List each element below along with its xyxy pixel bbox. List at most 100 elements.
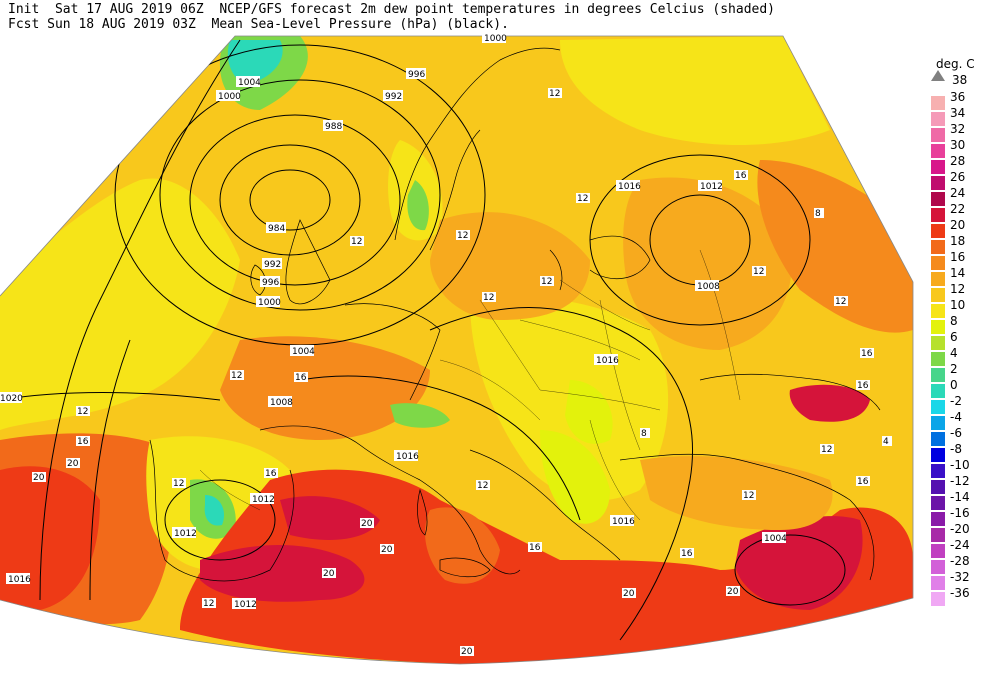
svg-text:16: 16 xyxy=(265,469,277,479)
legend-swatch xyxy=(931,160,945,174)
dewpoint-label: 16 xyxy=(76,436,90,447)
legend-swatch xyxy=(931,336,945,350)
isobar-label: 1004 xyxy=(762,532,787,544)
svg-text:12: 12 xyxy=(577,194,588,204)
legend-label: 2 xyxy=(950,362,958,376)
svg-text:988: 988 xyxy=(325,122,342,132)
dewpoint-label: 12 xyxy=(476,480,490,491)
dewpoint-label: 4 xyxy=(882,436,892,447)
legend-swatch xyxy=(931,208,945,222)
header-line-2: Fcst Sun 18 AUG 2019 03Z Mean Sea-Level … xyxy=(8,17,509,32)
legend-swatch xyxy=(931,400,945,414)
legend-swatch xyxy=(931,288,945,302)
legend-label: -12 xyxy=(950,474,970,488)
legend-label: 12 xyxy=(950,282,966,296)
legend-label: 14 xyxy=(950,266,966,280)
dewpoint-label: 12 xyxy=(202,598,216,609)
svg-text:16: 16 xyxy=(861,349,873,359)
isobar-label: 1016 xyxy=(616,180,641,192)
dewpoint-label: 12 xyxy=(834,296,848,307)
svg-text:1020: 1020 xyxy=(0,394,23,404)
legend-top-value: 38 xyxy=(952,73,968,87)
isobar-label: 1004 xyxy=(236,76,261,88)
isobar-label: 1008 xyxy=(695,280,720,292)
svg-text:20: 20 xyxy=(461,647,473,657)
legend-swatch xyxy=(931,496,945,510)
svg-text:1004: 1004 xyxy=(292,347,315,357)
coastlines xyxy=(149,47,881,582)
legend-swatch xyxy=(931,320,945,334)
legend-label: 36 xyxy=(950,90,966,104)
svg-text:12: 12 xyxy=(203,599,214,609)
dewpoint-label: 20 xyxy=(32,472,46,483)
svg-text:12: 12 xyxy=(549,89,560,99)
legend-label: 6 xyxy=(950,330,958,344)
legend-swatch xyxy=(931,144,945,158)
dewpoint-label: 20 xyxy=(322,568,336,579)
legend-label: 20 xyxy=(950,218,966,232)
dewpoint-label: 16 xyxy=(856,476,870,487)
svg-text:8: 8 xyxy=(641,429,647,439)
legend-label: 24 xyxy=(950,186,966,200)
svg-text:12: 12 xyxy=(173,479,184,489)
legend-label: 22 xyxy=(950,202,966,216)
svg-text:16: 16 xyxy=(529,543,541,553)
svg-text:20: 20 xyxy=(727,587,739,597)
dewpoint-label: 12 xyxy=(820,444,834,455)
isobar-label: 1020 xyxy=(0,392,23,404)
svg-text:20: 20 xyxy=(361,519,373,529)
legend-swatch xyxy=(931,592,945,606)
svg-text:20: 20 xyxy=(323,569,335,579)
legend-label: -20 xyxy=(950,522,970,536)
svg-text:12: 12 xyxy=(821,445,832,455)
legend-label: -4 xyxy=(950,410,962,424)
legend-unit: deg. C xyxy=(936,57,975,71)
legend-swatch xyxy=(931,272,945,286)
dewpoint-label: 20 xyxy=(360,518,374,529)
legend-swatch xyxy=(931,368,945,382)
svg-text:16: 16 xyxy=(77,437,89,447)
dewpoint-label: 20 xyxy=(726,586,740,597)
svg-text:1016: 1016 xyxy=(618,182,641,192)
dewpoint-label: 12 xyxy=(752,266,766,277)
legend-label: 18 xyxy=(950,234,966,248)
svg-text:20: 20 xyxy=(381,545,393,555)
isobar-label: 1016 xyxy=(594,354,619,366)
dewpoint-label: 12 xyxy=(76,406,90,417)
isobar-label: 984 xyxy=(266,222,286,234)
map-border xyxy=(0,35,914,665)
legend-swatch xyxy=(931,464,945,478)
svg-text:16: 16 xyxy=(735,171,747,181)
dewpoint-label: 20 xyxy=(380,544,394,555)
svg-text:12: 12 xyxy=(483,293,494,303)
legend-label: -24 xyxy=(950,538,970,552)
header-line-1: Init Sat 17 AUG 2019 06Z NCEP/GFS foreca… xyxy=(8,2,776,17)
legend-swatch xyxy=(931,480,945,494)
dewpoint-label: 16 xyxy=(734,170,748,181)
svg-text:1012: 1012 xyxy=(700,182,723,192)
dewpoint-label: 12 xyxy=(482,292,496,303)
svg-text:996: 996 xyxy=(408,70,425,80)
svg-text:12: 12 xyxy=(231,371,242,381)
legend-swatch xyxy=(931,112,945,126)
dewpoint-label: 12 xyxy=(350,236,364,247)
dewpoint-label: 16 xyxy=(294,372,308,383)
svg-text:16: 16 xyxy=(681,549,693,559)
legend-label: 8 xyxy=(950,314,958,328)
legend-swatch xyxy=(931,416,945,430)
legend-label: -14 xyxy=(950,490,970,504)
legend-top-arrow-icon xyxy=(931,70,945,81)
isobar-label: 1004 xyxy=(290,345,315,357)
legend-swatch xyxy=(931,544,945,558)
isobar-label: 1016 xyxy=(610,515,635,527)
svg-text:1000: 1000 xyxy=(218,92,241,102)
isobar-label: 1012 xyxy=(172,527,197,539)
svg-text:20: 20 xyxy=(623,589,635,599)
svg-text:992: 992 xyxy=(264,260,281,270)
dewpoint-label: 16 xyxy=(264,468,278,479)
isobar-label: 1012 xyxy=(232,598,257,610)
legend-swatch xyxy=(931,192,945,206)
legend-label: -32 xyxy=(950,570,970,584)
legend-swatch xyxy=(931,512,945,526)
dewpoint-label: 20 xyxy=(66,458,80,469)
